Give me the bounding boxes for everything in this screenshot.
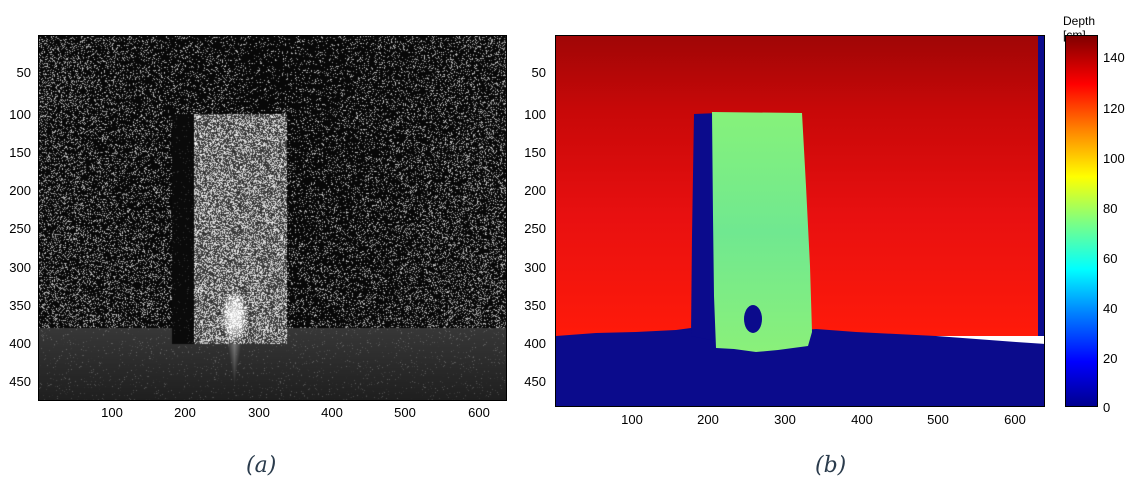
x-tick-label: 200 <box>174 405 196 420</box>
y-tick-label: 300 <box>524 260 546 275</box>
colorbar-tick-label: 140 <box>1103 50 1125 65</box>
y-tick-label: 300 <box>9 260 31 275</box>
y-tick-label: 250 <box>9 221 31 236</box>
y-tick-label: 200 <box>9 183 31 198</box>
x-tick-label: 100 <box>101 405 123 420</box>
x-tick-label: 500 <box>394 405 416 420</box>
y-tick-label: 250 <box>524 221 546 236</box>
y-tick-label: 350 <box>9 298 31 313</box>
x-tick-label: 500 <box>927 412 949 427</box>
panel-a-caption: (a) <box>246 453 277 478</box>
panel-b-caption: (b) <box>815 453 847 478</box>
colorbar <box>1065 35 1098 407</box>
y-tick-label: 50 <box>16 65 31 80</box>
ir-image-plot <box>38 35 507 401</box>
x-tick-label: 300 <box>774 412 796 427</box>
box-region <box>712 112 812 352</box>
ir-speckle-image <box>39 36 506 400</box>
y-tick-label: 150 <box>9 145 31 160</box>
right-edge-strip <box>1038 36 1044 336</box>
hole-region <box>744 305 762 333</box>
colorbar-tick-label: 80 <box>1103 201 1118 216</box>
colorbar-tick-label: 100 <box>1103 151 1125 166</box>
colorbar-tick-label: 20 <box>1103 351 1118 366</box>
y-tick-label: 200 <box>524 183 546 198</box>
colorbar-tick-label: 40 <box>1103 301 1118 316</box>
colorbar-tick-label: 60 <box>1103 251 1118 266</box>
y-tick-label: 400 <box>524 336 546 351</box>
y-tick-label: 50 <box>531 65 546 80</box>
shadow-region <box>691 113 718 341</box>
x-tick-label: 600 <box>1004 412 1026 427</box>
y-tick-label: 150 <box>524 145 546 160</box>
colorbar-tick-label: 0 <box>1103 400 1111 415</box>
x-tick-label: 100 <box>621 412 643 427</box>
y-tick-label: 350 <box>524 298 546 313</box>
depth-map-image <box>556 36 1044 406</box>
floor-region <box>556 328 1044 406</box>
colorbar-tick-label: 120 <box>1103 101 1125 116</box>
x-tick-label: 300 <box>248 405 270 420</box>
y-tick-label: 400 <box>9 336 31 351</box>
y-tick-label: 100 <box>524 107 546 122</box>
y-tick-label: 450 <box>524 374 546 389</box>
depth-map-plot <box>555 35 1045 407</box>
x-tick-label: 600 <box>468 405 490 420</box>
x-tick-label: 400 <box>321 405 343 420</box>
x-tick-label: 400 <box>851 412 873 427</box>
y-tick-label: 450 <box>9 374 31 389</box>
x-tick-label: 200 <box>697 412 719 427</box>
y-tick-label: 100 <box>9 107 31 122</box>
